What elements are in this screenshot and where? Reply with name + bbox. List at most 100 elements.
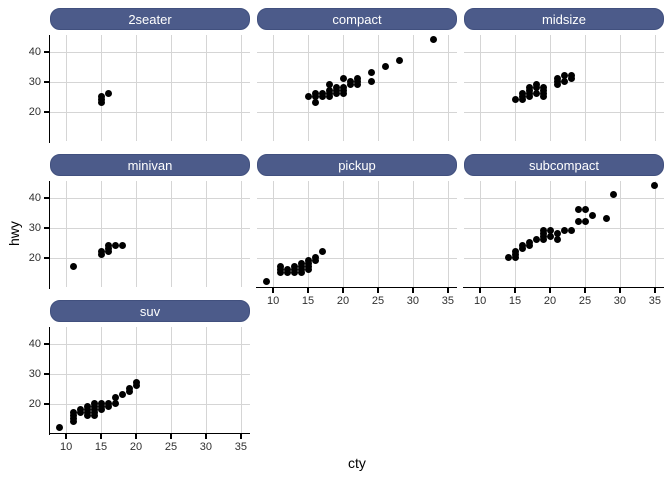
facet-strip: suv: [50, 300, 250, 322]
x-tick-label: 25: [578, 294, 592, 307]
x-tick-label: 25: [164, 440, 178, 453]
facet-strip-label: compact: [332, 11, 382, 27]
gridline: [50, 111, 250, 113]
gridline: [66, 327, 68, 433]
gridline: [50, 51, 250, 53]
data-point: [651, 182, 659, 190]
facet-strip: minivan: [50, 154, 250, 176]
x-axis-line: [462, 286, 664, 289]
x-axis-line: [48, 432, 250, 435]
data-point: [532, 90, 540, 98]
data-point: [83, 403, 91, 411]
y-tick-label: 20: [28, 105, 41, 118]
data-point: [318, 90, 326, 98]
data-point: [518, 242, 526, 250]
gridline: [50, 81, 250, 83]
y-tick-label: 30: [28, 221, 41, 234]
data-point: [339, 84, 347, 92]
facet-strip: subcompact: [464, 154, 664, 176]
gridline: [378, 181, 379, 287]
data-point: [311, 90, 319, 98]
data-point: [574, 218, 582, 226]
gridline: [464, 257, 664, 259]
data-point: [304, 257, 312, 265]
data-point: [97, 248, 105, 256]
facet-panel: [50, 181, 250, 287]
facet-strip-label: suv: [139, 303, 161, 319]
data-point: [588, 212, 596, 220]
y-tick-mark: [44, 227, 49, 229]
gridline: [205, 327, 207, 433]
y-tick-mark: [44, 111, 49, 113]
x-tick-label: 20: [129, 440, 143, 453]
gridline: [378, 35, 379, 141]
data-point: [518, 90, 526, 98]
gridline: [447, 181, 449, 287]
x-tick-mark: [514, 288, 516, 293]
data-point: [97, 93, 105, 101]
gridline: [101, 35, 102, 141]
data-point: [560, 227, 568, 235]
data-point: [118, 242, 126, 250]
data-point: [69, 263, 77, 271]
y-axis-line: [48, 181, 50, 289]
gridline: [257, 51, 457, 53]
x-tick-mark: [135, 434, 137, 439]
gridline: [171, 181, 172, 287]
data-point: [560, 72, 568, 80]
gridline: [515, 35, 516, 141]
x-tick-mark: [584, 288, 586, 293]
gridline: [585, 35, 586, 141]
data-point: [297, 260, 305, 268]
data-point: [539, 227, 547, 235]
facet-panel: [257, 35, 457, 141]
data-point: [367, 78, 375, 86]
data-point: [430, 36, 438, 44]
gridline: [480, 35, 482, 141]
y-tick-mark: [44, 51, 49, 53]
gridline: [480, 181, 482, 287]
gridline: [171, 327, 172, 433]
gridline: [240, 327, 242, 433]
data-point: [602, 215, 610, 223]
y-tick-mark: [44, 197, 49, 199]
y-tick-label: 20: [28, 397, 41, 410]
gridline: [66, 35, 68, 141]
data-point: [511, 248, 519, 256]
gridline: [50, 257, 250, 259]
gridline: [66, 181, 68, 287]
data-point: [332, 84, 340, 92]
x-tick-mark: [412, 288, 414, 293]
gridline: [50, 197, 250, 199]
x-tick-mark: [240, 434, 242, 439]
data-point: [609, 191, 617, 199]
gridline: [257, 257, 457, 259]
data-point: [581, 206, 589, 214]
x-tick-label: 20: [336, 294, 350, 307]
y-tick-label: 40: [28, 337, 41, 350]
gridline: [240, 181, 242, 287]
gridline: [308, 181, 309, 287]
gridline: [171, 35, 172, 141]
data-point: [525, 84, 533, 92]
y-tick-mark: [44, 403, 49, 405]
data-point: [125, 385, 133, 393]
x-tick-label: 15: [301, 294, 315, 307]
gridline: [654, 181, 656, 287]
data-point: [553, 236, 561, 244]
gridline: [50, 227, 250, 229]
gridline: [464, 197, 664, 199]
y-tick-mark: [44, 343, 49, 345]
data-point: [325, 81, 333, 89]
facet-strip-label: pickup: [338, 157, 376, 173]
facet-strip-label: minivan: [127, 157, 173, 173]
gridline: [619, 181, 621, 287]
gridline: [654, 35, 656, 141]
x-tick-label: 10: [266, 294, 280, 307]
data-point: [69, 409, 77, 417]
facet-panel: [50, 35, 250, 141]
y-tick-label: 30: [28, 367, 41, 380]
data-point: [560, 78, 568, 86]
x-tick-mark: [377, 288, 379, 293]
